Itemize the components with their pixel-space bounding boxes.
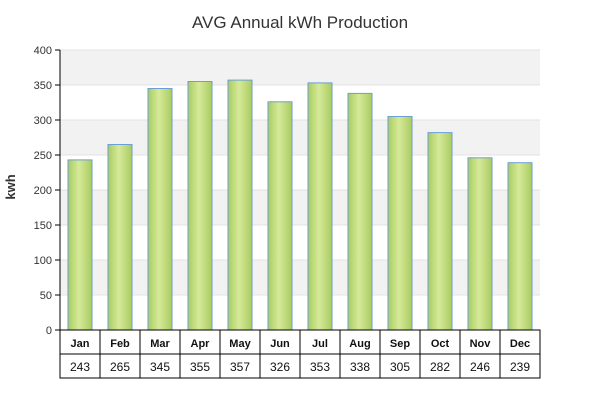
- y-axis-label: kwh: [3, 174, 18, 199]
- table-value-cell: 338: [350, 360, 370, 374]
- chart-title: AVG Annual kWh Production: [192, 13, 408, 32]
- y-tick-label: 350: [34, 80, 52, 92]
- bar-dec: [507, 162, 533, 331]
- y-tick-label: 0: [46, 325, 52, 337]
- bar-series: [67, 79, 533, 331]
- y-tick-label: 400: [34, 45, 52, 57]
- data-table: Jan 243 Feb 265 Mar 345 Apr 355 May 357 Jun 326 Jul 3…: [59, 329, 541, 379]
- bar-mar: [147, 88, 173, 331]
- plot-background-bands: [60, 50, 540, 330]
- bar-feb: [107, 144, 133, 331]
- bar-oct: [427, 132, 453, 331]
- x-tick-label: May: [229, 338, 251, 350]
- y-axis-ticks: 0 50 100 150 200 250 300 350 400: [34, 45, 60, 337]
- bar-apr: [187, 81, 213, 331]
- table-value-cell: 355: [190, 360, 210, 374]
- bar-sep: [387, 116, 413, 331]
- table-value-cell: 345: [150, 360, 170, 374]
- table-value-cell: 265: [110, 360, 130, 374]
- plot-band: [60, 50, 540, 85]
- x-tick-label: Mar: [150, 338, 170, 350]
- y-tick-label: 150: [34, 220, 52, 232]
- x-tick-label: Aug: [349, 338, 370, 350]
- y-tick-label: 100: [34, 255, 52, 267]
- plot-band: [60, 295, 540, 330]
- bar-jan: [67, 159, 93, 331]
- table-value-cell: 353: [310, 360, 330, 374]
- x-tick-label: Sep: [390, 338, 410, 350]
- bar-may: [227, 79, 253, 331]
- y-tick-label: 300: [34, 115, 52, 127]
- x-tick-label: Nov: [470, 338, 492, 350]
- bar-nov: [467, 157, 493, 331]
- x-tick-label: Oct: [431, 338, 450, 350]
- plot-band: [60, 260, 540, 295]
- plot-band: [60, 120, 540, 155]
- table-value-cell: 357: [230, 360, 250, 374]
- y-tick-label: 50: [40, 290, 52, 302]
- x-tick-label: Apr: [191, 338, 211, 350]
- bar-jul: [307, 82, 333, 331]
- x-tick-label: Jun: [270, 338, 290, 350]
- bar-aug: [347, 92, 373, 331]
- table-value-cell: 246: [470, 360, 490, 374]
- table-value-cell: 305: [390, 360, 410, 374]
- bar-jun: [267, 101, 293, 331]
- y-tick-label: 200: [34, 185, 52, 197]
- plot-band: [60, 85, 540, 120]
- plot-band: [60, 190, 540, 225]
- table-value-cell: 243: [70, 360, 90, 374]
- x-tick-label: Jan: [71, 338, 90, 350]
- table-value-cell: 239: [510, 360, 530, 374]
- plot-band: [60, 155, 540, 190]
- table-value-cell: 282: [430, 360, 450, 374]
- x-tick-label: Feb: [110, 338, 130, 350]
- y-tick-label: 250: [34, 150, 52, 162]
- plot-band: [60, 225, 540, 260]
- x-tick-label: Dec: [510, 338, 530, 350]
- table-value-cell: 326: [270, 360, 290, 374]
- x-tick-label: Jul: [312, 338, 328, 350]
